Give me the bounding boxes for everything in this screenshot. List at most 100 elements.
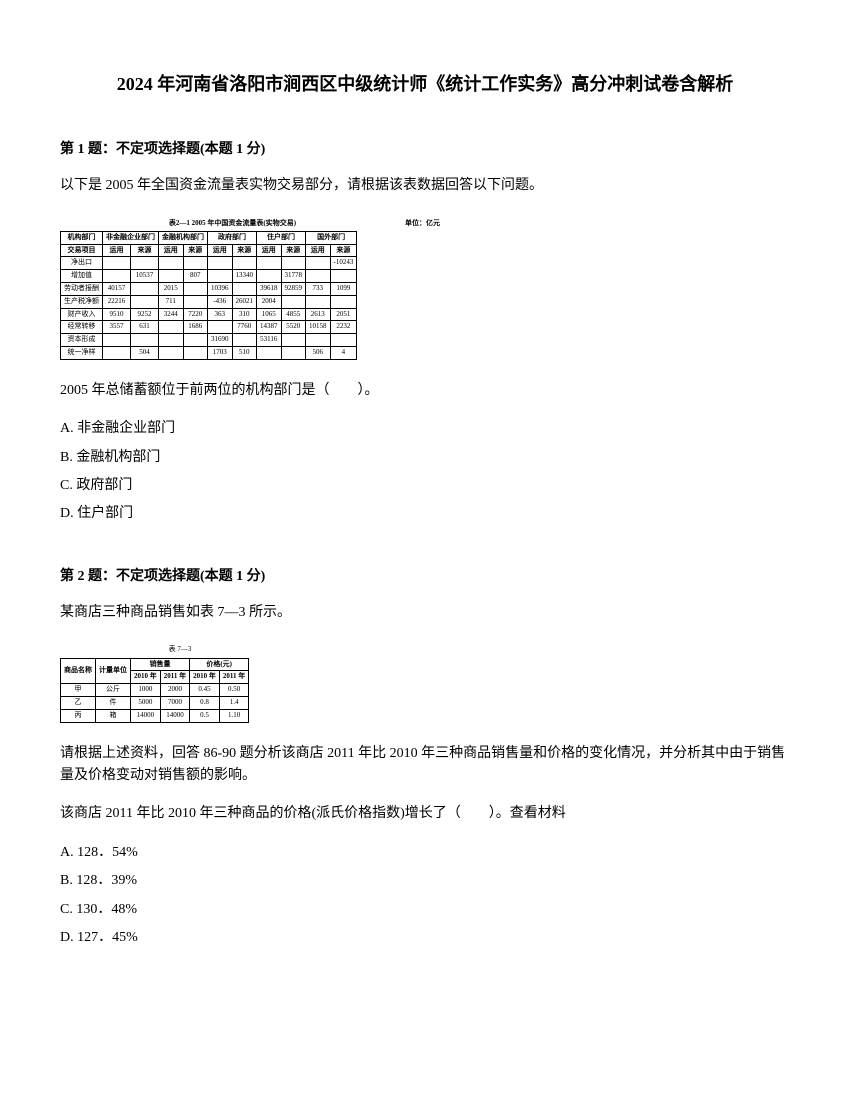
q2-th-sub: 2010 年: [190, 671, 220, 684]
q1-td: [103, 257, 131, 270]
q1-th: 住户部门: [257, 231, 306, 244]
q1-option-c: C. 政府部门: [60, 475, 790, 497]
q1-td: 资本形成: [61, 334, 103, 347]
q1-td: 7760: [232, 321, 257, 334]
question-1-options: A. 非金融企业部门 B. 金融机构部门 C. 政府部门 D. 住户部门: [60, 418, 790, 526]
q1-td: [257, 257, 282, 270]
q1-td: 10396: [208, 282, 233, 295]
q2-td: 1000: [131, 684, 161, 697]
q1-td: 4: [330, 346, 357, 359]
q2-td: 乙: [61, 697, 96, 710]
q2-option-d: D. 127．45%: [60, 927, 790, 949]
q1-td: -10243: [330, 257, 357, 270]
q1-td: 504: [131, 346, 159, 359]
q1-td: [183, 282, 208, 295]
q1-th-sub: 运用: [103, 244, 131, 257]
q1-th-sub: 运用: [306, 244, 331, 257]
q1-td: [281, 346, 306, 359]
q1-td: [281, 295, 306, 308]
q2-option-a: A. 128．54%: [60, 842, 790, 864]
question-2: 第 2 题：不定项选择题(本题 1 分) 某商店三种商品销售如表 7—3 所示。…: [60, 566, 790, 950]
q1-td: 9510: [103, 308, 131, 321]
q1-td: 40157: [103, 282, 131, 295]
q2-td: 丙: [61, 709, 96, 722]
q1-th-sub: 来源: [131, 244, 159, 257]
q1-td: [208, 270, 233, 283]
table-row: 资本形成3169053116: [61, 334, 357, 347]
q1-td: 22216: [103, 295, 131, 308]
q1-td: 13340: [232, 270, 257, 283]
q1-td: 增加值: [61, 270, 103, 283]
q1-table-caption: 表2—1 2005 年中国资金流量表(实物交易): [169, 218, 296, 229]
question-2-table-wrap: 表 7—3 商品名称计量单位销售量价格(元)2010 年2011 年2010 年…: [60, 644, 300, 722]
q1-td: 10537: [131, 270, 159, 283]
q1-td: 510: [232, 346, 257, 359]
q1-td: [159, 346, 184, 359]
q1-td: 92859: [281, 282, 306, 295]
table-row: 乙件500070000.81.4: [61, 697, 249, 710]
q1-td: [232, 334, 257, 347]
q2-td: 1.4: [219, 697, 248, 710]
q1-td: 733: [306, 282, 331, 295]
q1-th-sub: 来源: [232, 244, 257, 257]
q1-td: [131, 257, 159, 270]
q2-table: 商品名称计量单位销售量价格(元)2010 年2011 年2010 年2011 年…: [60, 658, 249, 723]
q1-td: [159, 270, 184, 283]
q2-td: 件: [96, 697, 131, 710]
q1-td: 310: [232, 308, 257, 321]
table-row: 财产收入951092523244722036331010654855261320…: [61, 308, 357, 321]
q1-td: 2613: [306, 308, 331, 321]
q1-td: [306, 270, 331, 283]
q2-td: 0.5: [190, 709, 220, 722]
table-row: 劳动者报酬4015720151039639618928597331099: [61, 282, 357, 295]
q1-th: 金融机构部门: [159, 231, 208, 244]
q2-td: 0.50: [219, 684, 248, 697]
table-row: 增加值105378071334031778: [61, 270, 357, 283]
q1-td: 净出口: [61, 257, 103, 270]
table-row: 统一净样50417035105064: [61, 346, 357, 359]
q1-table-unit: 单位：亿元: [405, 218, 440, 231]
q2-th-sub: 2011 年: [160, 671, 189, 684]
q2-th: 商品名称: [61, 658, 96, 684]
q1-th: 机构部门: [61, 231, 103, 244]
table-row: 丙箱14000140000.51.10: [61, 709, 249, 722]
q1-td: 经常转移: [61, 321, 103, 334]
q2-td: 0.45: [190, 684, 220, 697]
q1-td: [183, 257, 208, 270]
q2-td: 2000: [160, 684, 189, 697]
q1-th-sub: 运用: [208, 244, 233, 257]
q1-td: 2051: [330, 308, 357, 321]
q1-td: 统一净样: [61, 346, 103, 359]
q1-td: 2004: [257, 295, 282, 308]
q1-td: [232, 282, 257, 295]
q2-td: 5000: [131, 697, 161, 710]
table-row: 生产税净额22216711-436260212004: [61, 295, 357, 308]
q1-td: 1065: [257, 308, 282, 321]
q1-td: [208, 257, 233, 270]
q2-th-sub: 2010 年: [131, 671, 161, 684]
q1-th-sub: 来源: [183, 244, 208, 257]
q2-th: 价格(元): [190, 658, 249, 671]
q2-table-caption: 表 7—3: [60, 644, 300, 655]
q1-td: [330, 334, 357, 347]
q1-td: [131, 334, 159, 347]
q1-td: [103, 270, 131, 283]
question-1-header: 第 1 题：不定项选择题(本题 1 分): [60, 139, 790, 161]
q1-td: 4855: [281, 308, 306, 321]
question-1-intro: 以下是 2005 年全国资金流量表实物交易部分，请根据该表数据回答以下问题。: [60, 175, 790, 197]
q1-th-sub: 运用: [257, 244, 282, 257]
table-row: 净出口 -10243: [61, 257, 357, 270]
q1-td: 3557: [103, 321, 131, 334]
q1-td: 506: [306, 346, 331, 359]
q2-td: 0.8: [190, 697, 220, 710]
q1-td: 631: [131, 321, 159, 334]
q2-option-c: C. 130．48%: [60, 899, 790, 921]
q1-td: [159, 334, 184, 347]
q2-td: 7000: [160, 697, 189, 710]
q1-td: 7220: [183, 308, 208, 321]
q2-th-sub: 2011 年: [219, 671, 248, 684]
q1-td: 363: [208, 308, 233, 321]
q2-th: 计量单位: [96, 658, 131, 684]
q1-th: 政府部门: [208, 231, 257, 244]
q2-th: 销售量: [131, 658, 190, 671]
